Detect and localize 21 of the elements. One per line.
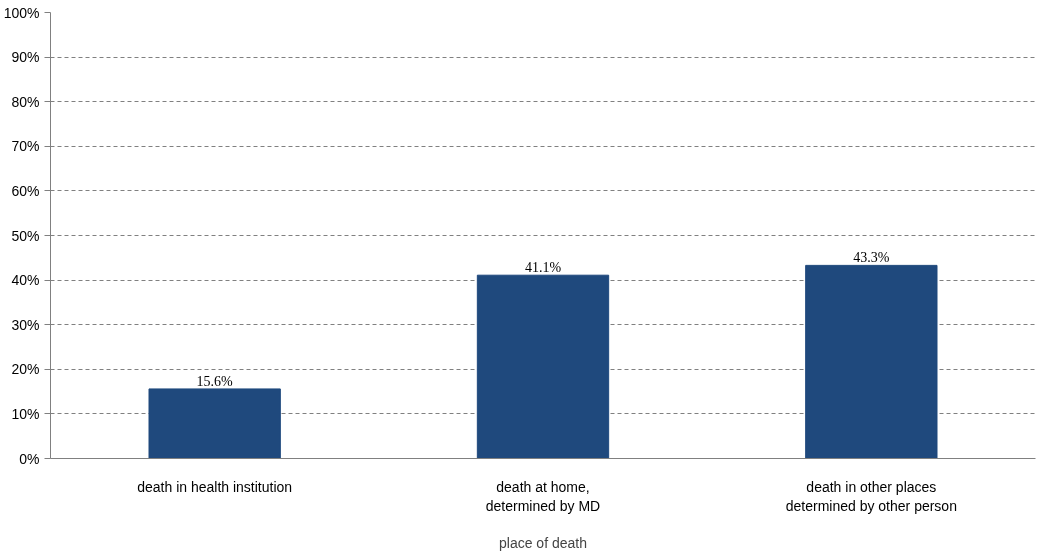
y-tick-label: 30% bbox=[11, 316, 40, 333]
bar bbox=[476, 274, 610, 459]
y-tick-label: 60% bbox=[11, 182, 40, 199]
y-tick-label: 20% bbox=[11, 361, 40, 378]
y-tick-label: 70% bbox=[11, 138, 40, 155]
x-tick-label: death at home, determined by MD bbox=[485, 478, 601, 514]
y-tick-label: 90% bbox=[11, 49, 40, 66]
x-tick-label: death in other places determined by other person bbox=[785, 478, 957, 514]
x-axis-title: place of death bbox=[499, 534, 587, 551]
bar bbox=[805, 264, 938, 459]
y-tick-label: 100% bbox=[3, 4, 40, 21]
data-label: 43.3% bbox=[853, 250, 890, 266]
bar bbox=[148, 388, 281, 459]
data-label: 41.1% bbox=[524, 260, 562, 276]
y-tick-label: 40% bbox=[11, 272, 40, 289]
y-tick-label: 10% bbox=[11, 405, 40, 422]
y-tick-label: 50% bbox=[11, 227, 40, 244]
x-tick-label: death in health institution bbox=[137, 478, 293, 495]
y-tick-label: 0% bbox=[19, 450, 40, 467]
data-label: 15.6% bbox=[196, 373, 234, 389]
y-tick-label: 80% bbox=[11, 93, 40, 110]
